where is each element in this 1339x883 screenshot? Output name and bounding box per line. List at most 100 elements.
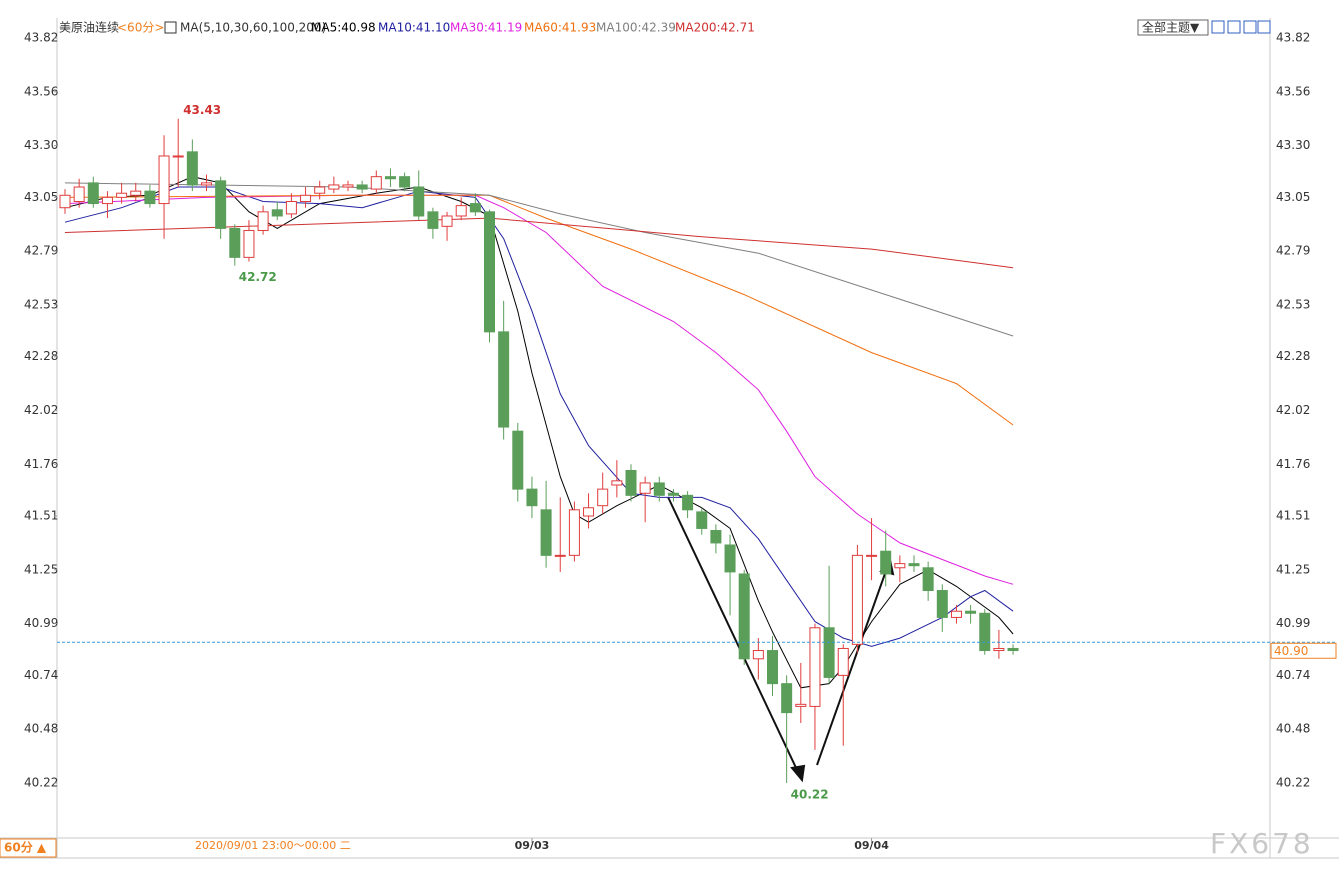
- low-annotation: 40.22: [791, 787, 829, 801]
- candle-body: [512, 430, 524, 490]
- ma-line: [64, 176, 1014, 689]
- candle-body: [427, 211, 439, 229]
- period-switch: 60分 ▲: [4, 840, 47, 855]
- candle-body: [370, 176, 382, 190]
- candle-body: [356, 184, 368, 190]
- candle-body: [625, 470, 637, 496]
- candle-body: [285, 200, 297, 215]
- instrument: 美原油连续: [59, 20, 119, 35]
- candle-body: [342, 184, 354, 188]
- candle-body: [215, 180, 227, 229]
- y-tick-label: 41.51: [24, 509, 58, 523]
- candle-body: [314, 186, 326, 194]
- y-tick-label-right: 40.74: [1276, 668, 1310, 682]
- candle-body: [1007, 647, 1019, 652]
- annotation-arrows: [667, 496, 895, 783]
- ma-line: [64, 194, 1014, 585]
- y-tick-label: 43.82: [24, 31, 58, 45]
- candle-body: [752, 650, 764, 660]
- candle-body: [384, 176, 396, 180]
- candle-body: [965, 610, 977, 614]
- candle-body: [908, 563, 920, 567]
- candle-body: [653, 482, 665, 496]
- y-tick-label: 42.79: [24, 244, 58, 258]
- candle-body: [116, 192, 128, 198]
- candle-body: [866, 554, 878, 557]
- y-tick-label: 42.28: [24, 349, 58, 363]
- candle-body: [639, 482, 651, 494]
- toolbar-button[interactable]: [1137, 19, 1209, 36]
- candle-body: [936, 590, 948, 618]
- y-tick-label-right: 43.05: [1276, 190, 1310, 204]
- candle-body: [328, 184, 340, 190]
- y-tick-label-right: 42.28: [1276, 349, 1310, 363]
- legend-entry: MA10:41.10: [378, 21, 450, 35]
- candle-body: [837, 647, 849, 676]
- legend-entry: MA60:41.93: [524, 21, 596, 35]
- legend-entry: MA100:42.39: [596, 21, 676, 35]
- ma-line: [64, 217, 1014, 269]
- toolbar-label: 全部主题▼: [1142, 20, 1200, 35]
- arrow-head: [790, 764, 806, 783]
- y-tick-label-right: 41.25: [1276, 562, 1310, 576]
- y-tick-label: 40.22: [24, 775, 58, 789]
- candle-body: [894, 563, 906, 569]
- ma-line: [64, 194, 1014, 426]
- period-switch-box[interactable]: [0, 838, 57, 858]
- candle-body: [172, 155, 184, 158]
- candle-body: [300, 194, 312, 202]
- tool-icon[interactable]: [1227, 20, 1241, 34]
- candle-body: [144, 190, 156, 205]
- y-tick-label-right: 40.22: [1276, 775, 1310, 789]
- candle-body: [455, 205, 467, 217]
- indicator-icon[interactable]: [164, 21, 177, 34]
- y-tick-label-right: 43.82: [1276, 31, 1310, 45]
- current-price-label: 40.90: [1274, 644, 1308, 658]
- y-tick-label-right: 40.48: [1276, 722, 1310, 736]
- candle-body: [87, 182, 99, 205]
- candle-body: [979, 612, 991, 652]
- arrow-line: [816, 567, 888, 766]
- candle-body: [795, 703, 807, 707]
- y-tick-label: 43.56: [24, 84, 58, 98]
- high-annotation: 43.43: [183, 103, 221, 117]
- indicator: MA(5,10,30,60,100,200): [180, 21, 326, 35]
- candle-body: [682, 494, 694, 511]
- candle-body: [413, 186, 425, 217]
- arrow-line: [667, 496, 799, 773]
- y-tick-label: 41.76: [24, 457, 58, 471]
- watermark: FX678: [1210, 827, 1314, 860]
- y-tick-label: 43.30: [24, 138, 58, 152]
- y-tick-label: 42.53: [24, 297, 58, 311]
- period: <60分>: [117, 21, 164, 35]
- candle-body: [767, 650, 778, 685]
- ma-line: [64, 186, 1014, 647]
- candle-body: [738, 573, 750, 660]
- candle-body: [781, 683, 793, 714]
- candle-body: [186, 151, 198, 186]
- low-annotation: 42.72: [239, 270, 277, 284]
- candle-body: [201, 182, 212, 186]
- legend-entry: MA30:41.19: [450, 21, 522, 35]
- candle-body: [526, 488, 538, 507]
- candle-body: [271, 209, 283, 217]
- candle-body: [257, 211, 269, 231]
- tool-icon[interactable]: [1211, 20, 1225, 34]
- y-tick-label-right: 42.02: [1276, 403, 1310, 417]
- y-tick-label: 43.05: [24, 190, 58, 204]
- candle-body: [101, 196, 113, 205]
- candle-body: [950, 610, 962, 618]
- candle-body: [710, 530, 722, 544]
- cursor-label: 2020/09/01 23:00～00:00 二: [195, 839, 351, 852]
- y-tick-label: 42.02: [24, 403, 58, 417]
- candle-body: [809, 627, 821, 707]
- candle-body: [922, 567, 934, 592]
- tool-icon[interactable]: [1257, 20, 1271, 34]
- candle-body: [441, 215, 453, 227]
- y-tick-label-right: 42.53: [1276, 297, 1310, 311]
- candle-body: [484, 211, 495, 333]
- tool-icon[interactable]: [1243, 20, 1257, 34]
- candle-body: [243, 229, 255, 258]
- candle-body: [158, 155, 170, 205]
- y-tick-label: 41.25: [24, 562, 58, 576]
